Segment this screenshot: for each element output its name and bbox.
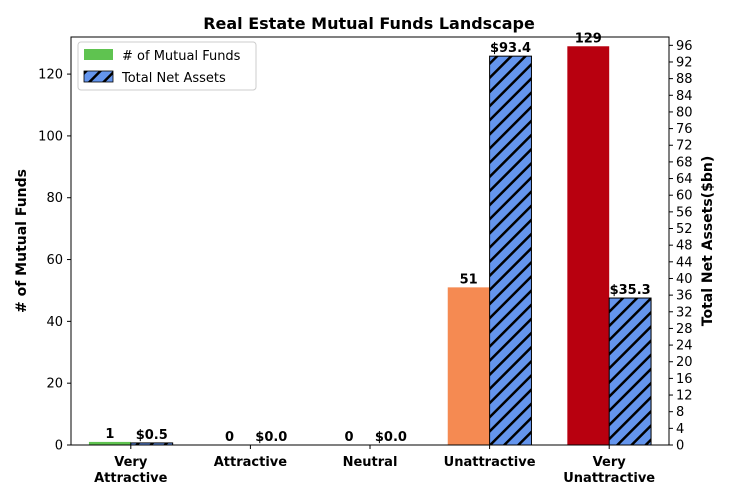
chart-title: Real Estate Mutual Funds Landscape: [203, 14, 535, 33]
data-label-net-assets: $35.3: [610, 283, 651, 298]
y-right-tick-label: 56: [676, 205, 693, 220]
x-tick-label: Neutral: [343, 455, 398, 470]
y-right-tick-label: 4: [676, 422, 684, 437]
data-label-net-assets: $0.5: [136, 428, 168, 443]
legend-swatch-net-assets: [83, 70, 114, 83]
data-label-mutual-funds: 0: [225, 430, 234, 445]
y-right-tick-label: 24: [676, 339, 693, 354]
y-left-tick-label: 0: [55, 439, 63, 454]
y-left-tick-label: 80: [46, 191, 63, 206]
y-right-tick-label: 32: [676, 305, 693, 320]
y-left-tick-label: 100: [38, 129, 63, 144]
legend: # of Mutual Funds Total Net Assets: [77, 41, 257, 91]
y-right-tick-label: 92: [676, 55, 693, 70]
y-left-tick-label: 40: [46, 315, 63, 330]
y-right-tick-label: 80: [676, 105, 693, 120]
y-right-tick-label: 96: [676, 39, 693, 54]
y-right-tick-label: 60: [676, 189, 693, 204]
legend-label-mutual-funds: # of Mutual Funds: [122, 49, 241, 64]
plot-area: 1 $0.5 0 $0.0 0 $0.0 51 $93.4 129 $35.3: [88, 31, 652, 446]
y-right-tick-label: 8: [676, 405, 684, 420]
x-tick-label: Very Unattractive: [563, 455, 655, 486]
data-label-mutual-funds: 0: [345, 430, 354, 445]
data-label-mutual-funds: 1: [105, 427, 114, 442]
y-right-tick-label: 28: [676, 322, 693, 337]
data-label-net-assets: $93.4: [490, 41, 531, 56]
y-right-tick-label: 40: [676, 272, 693, 287]
y-right-tick-label: 36: [676, 289, 693, 304]
y-right-tick-label: 52: [676, 222, 693, 237]
y-left-axis-title: # of Mutual Funds: [14, 169, 30, 313]
bar-mutual-funds: [567, 46, 610, 445]
axes: Very Attractive Attractive Neutral Unattract…: [14, 36, 716, 486]
data-label-mutual-funds: 51: [460, 272, 478, 287]
y-right-tick-label: 64: [676, 172, 693, 187]
y-right-tick-label: 44: [676, 255, 693, 270]
bar-net-assets: [489, 55, 532, 446]
plot-frame: [70, 36, 670, 446]
y-right-tick-label: 68: [676, 155, 693, 170]
y-right-tick-label: 0: [676, 439, 684, 454]
legend-swatch-mutual-funds: [84, 49, 113, 60]
x-tick-label: Unattractive: [444, 455, 536, 470]
legend-label-net-assets: Total Net Assets: [121, 71, 226, 86]
y-right-tick-label: 72: [676, 139, 693, 154]
y-right-tick-label: 84: [676, 89, 693, 104]
bar-mutual-funds: [447, 287, 490, 445]
legend-box: [77, 41, 257, 91]
y-right-tick-label: 20: [676, 355, 693, 370]
y-right-axis-title: Total Net Assets($bn): [700, 156, 716, 326]
y-right-tick-label: 12: [676, 389, 693, 404]
y-left-tick-label: 60: [46, 253, 63, 268]
data-label-net-assets: $0.0: [255, 430, 287, 445]
x-tick-label: Very Attractive: [94, 455, 168, 486]
y-left-tick-label: 120: [38, 68, 63, 83]
y-right-tick-label: 48: [676, 239, 693, 254]
y-right-tick-label: 88: [676, 72, 693, 87]
x-tick-label: Attractive: [214, 455, 288, 470]
bar-mutual-funds: [88, 441, 131, 445]
data-label-mutual-funds: 129: [575, 31, 602, 46]
y-left-tick-label: 20: [46, 377, 63, 392]
data-label-net-assets: $0.0: [375, 430, 407, 445]
y-right-tick-label: 76: [676, 122, 693, 137]
y-right-tick-label: 16: [676, 372, 693, 387]
bar-net-assets: [608, 297, 652, 446]
